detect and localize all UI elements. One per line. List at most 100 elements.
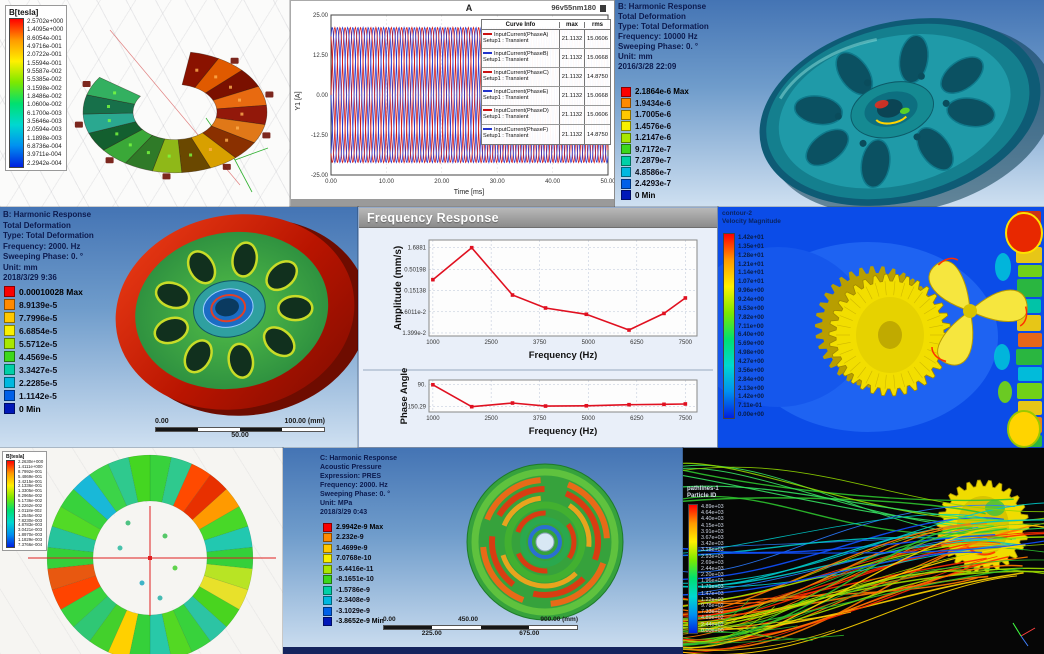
streamline [683,469,1014,502]
curve-name-cell: InputCurrent(PhaseE) Setup1 : Transient [482,87,560,105]
legend-labels: 1.42e+01 1.35e+01 1.28e+01 1.21e+01 1.14e+01… [738,233,764,419]
gear-contour-patch [985,500,1005,516]
legend-value: 1.7005e-6 [635,110,672,120]
legend-entry: 7.7996e-5 [4,311,83,324]
streamline [683,612,852,631]
streamline [683,546,1002,626]
header-line: 2018/3/29 0:43 [320,509,368,516]
legend-color-swatch [621,121,631,132]
legend-title: B[tesla] [9,8,39,17]
y-tick-label: -150.29 [406,405,427,411]
legend-color-swatch [323,585,332,595]
legend-value: 1.8486e-002 [27,92,62,100]
header-line: Unit: mm [618,52,653,61]
wheel-render [759,18,1044,207]
legend-entry: 8.9139e-5 [4,298,83,311]
legend-value: 3.91e+03 [701,528,724,535]
legend-color-swatch [323,564,332,574]
window-titlebar[interactable]: Frequency Response [359,208,717,228]
legend-value: 3.42e+03 [701,541,724,548]
field-speckle [113,91,117,95]
wheel-group [115,214,358,416]
bolt-hole [863,79,871,87]
contour-hotspot [1005,212,1043,254]
legend-color-bar [723,233,735,419]
legend-color-swatch [4,364,15,375]
legend-value: 7.7996e-5 [19,312,58,323]
field-speckle [157,595,163,601]
gear-tooth-shading [927,315,941,321]
axis-triad [234,147,269,161]
streamline [683,485,1008,522]
legend-value: -3.8652e-9 Min [336,618,384,626]
data-marker [627,402,631,407]
col-rms: rms [591,21,603,28]
table-row: InputCurrent(PhaseB) Setup1 : Transient 21… [482,49,610,68]
legend-value: -3.1029e-9 [336,607,370,615]
wheel-hole [940,56,984,94]
legend-entry: 4.8586e-7 [621,167,689,179]
data-marker [584,403,589,408]
gear-tooth-shading [865,370,873,384]
coil-end [230,57,239,64]
hub-ring [210,293,247,323]
plot-border [428,239,698,337]
coil-end [162,173,171,180]
legend-value: 4.15e+03 [701,522,724,529]
field-speckle [117,545,123,551]
x-tick-label: 30.00 [490,179,506,185]
field-speckle [195,68,199,72]
legend-value: 1.5594e-001 [27,59,62,67]
gear-tooth-shading [874,282,880,297]
disc-center [535,532,555,552]
crosshair-center [148,556,152,560]
contour-hotspot [1007,410,1041,448]
table-row: InputCurrent(PhaseA) Setup1 : Transient 21… [482,30,610,49]
legend-entry: 2.1864e-6 Max [621,86,689,98]
col-max: max [560,21,585,28]
watermark-text: 96v55nm180 [551,3,596,12]
wheel-hole [946,97,996,128]
y-tick-label: 0.15138 [404,289,426,295]
cfd-render [718,207,1044,448]
curve-color-dash [483,33,492,36]
legend-entry: 0.00010028 Max [4,285,83,298]
streamline [683,575,1018,654]
table-row: InputCurrent(PhaseC) Setup1 : Transient 21… [482,68,610,87]
field-speckle [208,148,212,151]
wheel-hole [805,128,850,167]
window-chrome-strip [283,647,683,654]
contour-header: contour-2 Velocity Magnitude [722,210,781,225]
result-header: B: Harmonic Response Total Deformation Typ… [618,2,709,72]
wheel-hole [265,260,299,292]
curve-info-table: Curve Info max rms InputCurrent(PhaseA) Setu… [481,19,611,145]
legend-color-swatch [4,377,15,388]
pressure-ring [489,486,601,598]
legend-color-swatch [4,351,15,362]
wheel-hole [793,95,844,126]
currents-chart: A 0.00 10.00 20.00 30.00 40.00 50.00 -25.00 -12.… [295,3,614,196]
field-speckle [167,154,171,158]
legend-value: -8.1651e-10 [336,576,374,584]
gear-tooth-shading [929,324,944,328]
legend-value: 1.4576e-6 [635,121,672,131]
legend-value: 3.67e+03 [701,534,724,541]
x-tick-label: 40.00 [545,179,561,185]
legend-labels: 2.2630e+000 1.4111e+000 8.7992e-001 5.4869e… [18,459,43,548]
logo-mark [600,4,606,12]
streamline [683,540,1044,557]
legend-color-swatch [621,190,631,201]
streamline [683,527,973,645]
legend-value: 7.33e+02 [701,609,724,616]
y-tick-label: 12.50 [313,53,329,59]
contour-patch [1017,279,1042,297]
rms-value: 14.8750 [587,74,608,80]
field-speckle [125,520,131,526]
legend-color-swatch [4,338,15,349]
header-line: Sweeping Phase: 0. ° [320,491,391,498]
field-speckle [115,132,119,136]
gear-tooth-shading [874,373,880,388]
legend-value: 3.9711e-004 [27,151,62,159]
legend-color-swatch [323,596,332,606]
legend-color-swatch [4,286,15,297]
